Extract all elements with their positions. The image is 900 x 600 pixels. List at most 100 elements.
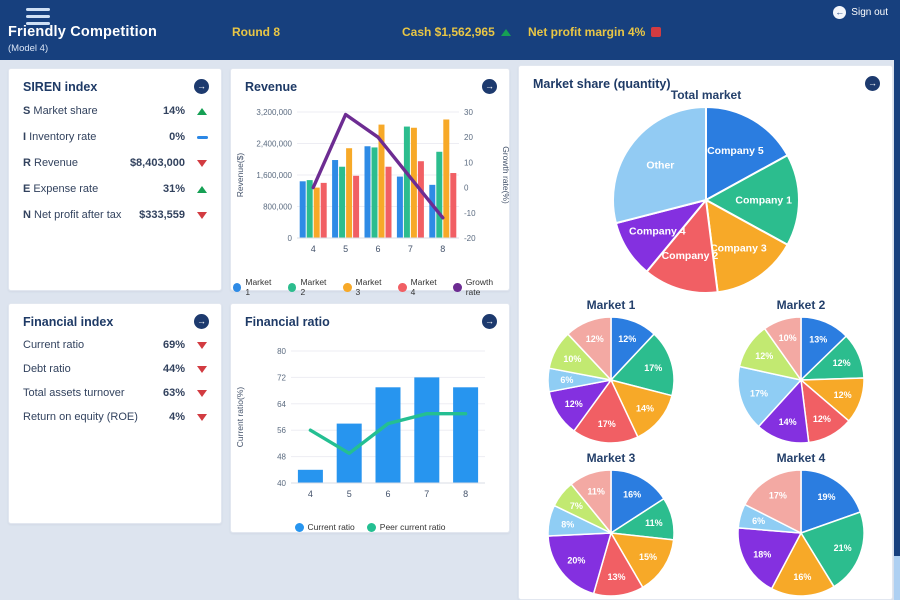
bar	[403, 126, 410, 238]
bar	[396, 176, 403, 238]
app-title: Friendly Competition	[8, 24, 157, 40]
svg-text:Growth rate(%): Growth rate(%)	[501, 146, 509, 204]
legend-item[interactable]: Peer current ratio	[366, 522, 445, 532]
pie-slice	[800, 469, 862, 534]
pie-slice	[800, 511, 865, 588]
index-row: N Net profit after tax $333,559	[9, 202, 221, 228]
legend-item[interactable]: Market 4	[398, 277, 441, 297]
pie-slice	[737, 365, 802, 428]
svg-text:7: 7	[424, 489, 429, 499]
card-title: Market share (quantity)	[533, 76, 671, 91]
pie-slice-label: 6%	[560, 375, 573, 385]
pie-slice-label: Company 1	[735, 195, 792, 207]
svg-text:5: 5	[343, 244, 348, 254]
pie-slice	[737, 527, 802, 590]
index-value: $8,403,000	[129, 157, 185, 169]
signout-button[interactable]: ← Sign out	[833, 6, 888, 19]
legend-item[interactable]: Market 1	[233, 277, 276, 297]
index-label: N Net profit after tax	[23, 209, 122, 221]
bar	[436, 151, 443, 238]
pie-slice-label: 21%	[834, 543, 852, 553]
legend-label: Current ratio	[307, 522, 355, 532]
pie-slice	[705, 199, 789, 294]
pie-slice-label: 11%	[645, 518, 663, 528]
legend-label: Market 2	[300, 277, 327, 297]
signout-icon: ←	[833, 6, 847, 19]
card-action-icon[interactable]: →	[865, 76, 880, 91]
top-navbar: Friendly Competition (Model 4) Round 8 C…	[0, 0, 900, 60]
card-action-icon[interactable]: →	[194, 314, 209, 329]
pie-slice	[547, 532, 612, 595]
pie-slice-label: 20%	[567, 556, 585, 566]
card-action-icon[interactable]: →	[194, 79, 209, 94]
siren-index-card: SIREN index → S Market share 14% I Invento…	[8, 68, 222, 291]
legend-label: Market 3	[355, 277, 382, 297]
index-value: 0%	[169, 131, 185, 143]
svg-text:-20: -20	[464, 234, 476, 243]
legend-item[interactable]: Growth rate	[453, 277, 507, 297]
line-series	[308, 411, 468, 456]
revenue-chart: 0 800,000 1,600,000 2,400,000 3,200,000 -20 -1…	[231, 98, 511, 297]
pie-slice	[570, 469, 612, 534]
trend-down-icon	[651, 27, 662, 37]
card-title: Financial ratio	[245, 314, 330, 329]
trend-icon-slot	[195, 211, 209, 219]
index-row: Return on equity (ROE) 4%	[9, 405, 221, 429]
pie-slice-label: 7%	[570, 501, 583, 511]
pie-slice	[573, 379, 639, 444]
pie-slice	[610, 532, 675, 589]
card-action-icon[interactable]: →	[482, 79, 497, 94]
svg-text:8: 8	[463, 489, 468, 499]
pie-slice	[610, 333, 675, 397]
card-title: Revenue	[245, 79, 298, 94]
pie-slice-label: 12%	[618, 334, 636, 344]
market-3-pie-block: Market 3 16% 11% 15% 13% 20% 8% 7% 11%	[546, 451, 676, 600]
card-action-icon[interactable]: →	[482, 314, 497, 329]
market-1-pie-chart: 12% 17% 14% 17% 12% 6% 10% 12%	[547, 316, 675, 444]
net-profit-margin-indicator: Net profit margin 4%	[528, 25, 662, 39]
index-row: I Inventory rate 0%	[9, 124, 221, 150]
market-4-pie-chart: 19% 21% 16% 18% 6% 17%	[737, 469, 865, 597]
financial-index-card: Financial index → Current ratio 69% Debt r…	[8, 303, 222, 524]
legend-item[interactable]: Market 3	[343, 277, 386, 297]
market-4-pie-block: Market 4 19% 21% 16% 18% 6% 17%	[736, 451, 866, 600]
svg-text:48: 48	[277, 453, 286, 462]
bar	[353, 175, 360, 238]
legend-label: Growth rate	[465, 277, 494, 297]
trend-icon-slot	[195, 107, 209, 115]
bar	[320, 182, 327, 238]
trend-icon-slot	[195, 389, 209, 397]
pie-slice-label: 14%	[636, 403, 654, 413]
svg-text:72: 72	[277, 373, 286, 382]
market-1-pie-block: Market 1 12% 17% 14% 17% 12% 6% 10% 12%	[546, 298, 676, 450]
pie-slice-label: 17%	[598, 419, 616, 429]
market-2-pie-chart: 13% 12% 12% 12% 14% 17% 12% 10%	[737, 316, 865, 444]
signout-label: Sign out	[851, 7, 888, 18]
index-label: I Inventory rate	[23, 131, 97, 143]
trend-down-icon	[197, 365, 207, 373]
pie-slice	[610, 379, 673, 438]
pie-slice	[757, 379, 810, 444]
svg-text:4: 4	[308, 489, 313, 499]
index-row: Debt ratio 44%	[9, 357, 221, 381]
svg-text:Current ratio(%): Current ratio(%)	[235, 387, 245, 448]
legend-dot-icon	[288, 282, 297, 292]
bar	[375, 387, 401, 483]
bar	[378, 124, 385, 238]
svg-text:56: 56	[277, 426, 286, 435]
app-subtitle: (Model 4)	[8, 43, 49, 54]
bar	[306, 180, 313, 238]
trend-icon-slot	[195, 185, 209, 193]
svg-text:10: 10	[464, 158, 473, 167]
legend-dot-icon	[343, 282, 352, 292]
menu-icon[interactable]	[26, 8, 50, 25]
market-share-card: Market share (quantity) → Total market C…	[518, 65, 893, 600]
index-value: $333,559	[139, 209, 185, 221]
legend-item[interactable]: Market 2	[288, 277, 331, 297]
pie-slice-label: 13%	[809, 335, 827, 345]
window-edge	[894, 0, 900, 556]
legend-item[interactable]: Current ratio	[294, 522, 355, 532]
trend-icon-slot	[195, 341, 209, 349]
trend-down-icon	[197, 389, 207, 397]
bar	[332, 160, 339, 238]
